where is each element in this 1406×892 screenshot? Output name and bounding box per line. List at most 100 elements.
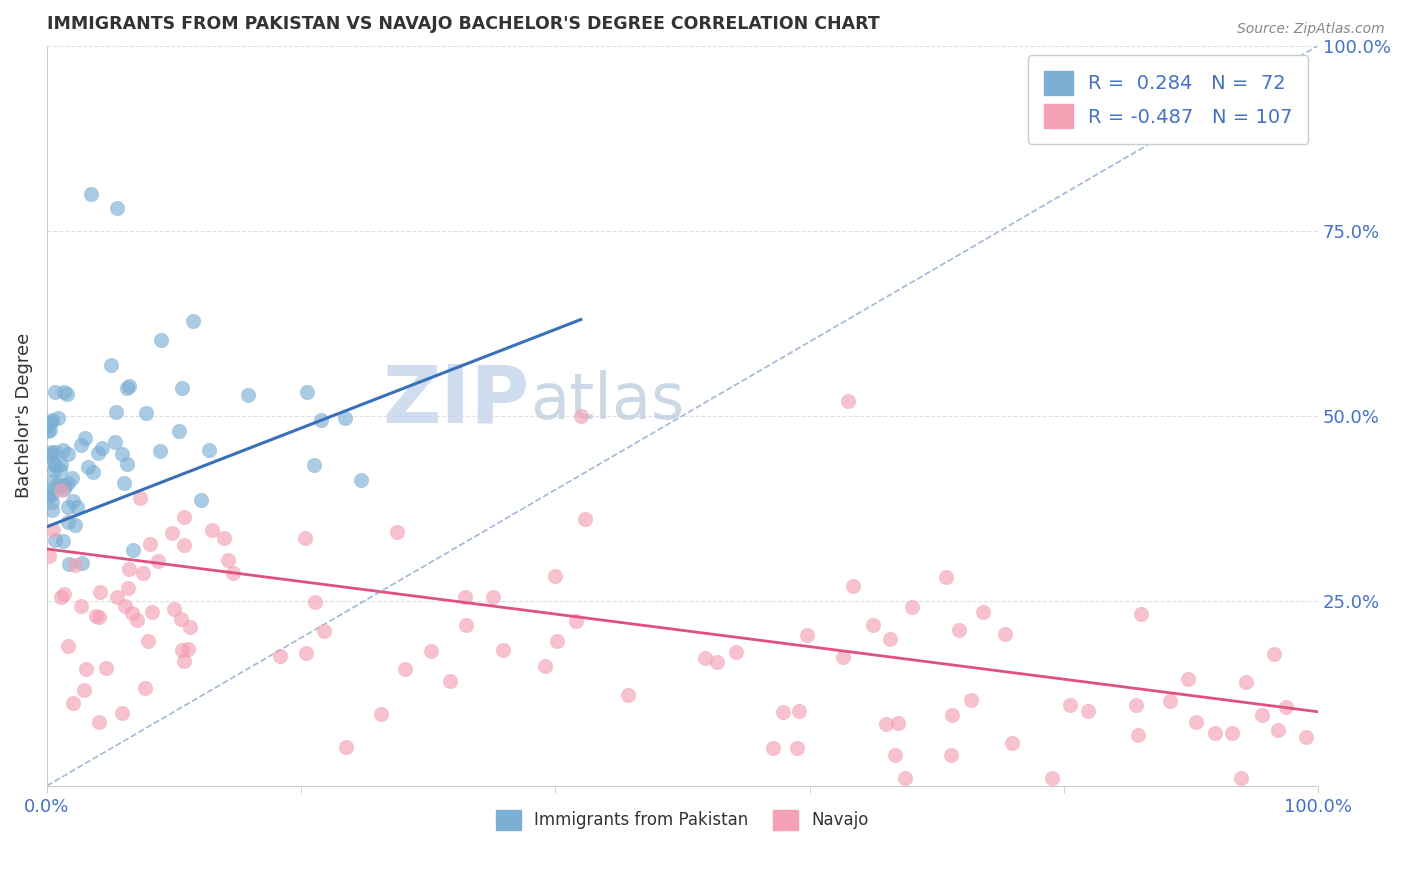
Point	[49, 483, 72, 497]
Point	[762, 740, 785, 755]
Point	[70, 556, 93, 570]
Point	[105, 202, 128, 216]
Point	[125, 613, 148, 627]
Point	[370, 707, 392, 722]
Point	[173, 510, 195, 524]
Point	[42, 524, 65, 538]
Point	[1251, 707, 1274, 722]
Point	[972, 605, 994, 619]
Point	[51, 533, 73, 548]
Point	[104, 434, 127, 449]
Point	[163, 601, 186, 615]
Point	[39, 488, 62, 502]
Legend: Immigrants from Pakistan, Navajo: Immigrants from Pakistan, Navajo	[489, 803, 876, 837]
Point	[37, 488, 59, 502]
Point	[454, 618, 477, 632]
Point	[837, 393, 859, 408]
Point	[173, 538, 195, 552]
Point	[173, 654, 195, 668]
Point	[492, 643, 515, 657]
Point	[1220, 726, 1243, 740]
Point	[884, 748, 907, 763]
Point	[394, 662, 416, 676]
Point	[37, 449, 59, 463]
Point	[1263, 647, 1285, 661]
Point	[454, 590, 477, 604]
Point	[543, 569, 565, 583]
Point	[900, 600, 922, 615]
Point	[118, 561, 141, 575]
Point	[41, 474, 63, 488]
Point	[66, 500, 89, 514]
Point	[172, 643, 194, 657]
Text: ZIP: ZIP	[382, 362, 530, 440]
Point	[893, 772, 915, 786]
Point	[190, 492, 212, 507]
Point	[46, 410, 69, 425]
Point	[62, 494, 84, 508]
Point	[100, 358, 122, 372]
Point	[149, 334, 172, 348]
Point	[49, 478, 72, 492]
Point	[217, 553, 239, 567]
Point	[56, 475, 79, 490]
Point	[37, 424, 59, 438]
Point	[935, 569, 957, 583]
Point	[118, 378, 141, 392]
Point	[335, 740, 357, 755]
Point	[309, 413, 332, 427]
Point	[132, 566, 155, 580]
Point	[304, 595, 326, 609]
Point	[295, 385, 318, 400]
Point	[139, 537, 162, 551]
Point	[49, 590, 72, 604]
Point	[94, 661, 117, 675]
Point	[1234, 674, 1257, 689]
Point	[104, 405, 127, 419]
Point	[887, 715, 910, 730]
Point	[1128, 729, 1150, 743]
Point	[875, 717, 897, 731]
Point	[141, 605, 163, 619]
Point	[941, 707, 963, 722]
Point	[350, 474, 373, 488]
Point	[49, 463, 72, 477]
Point	[135, 406, 157, 420]
Point	[385, 524, 408, 539]
Point	[52, 443, 75, 458]
Point	[879, 632, 901, 647]
Point	[60, 471, 83, 485]
Point	[170, 381, 193, 395]
Point	[212, 531, 235, 545]
Point	[44, 533, 66, 547]
Point	[58, 500, 80, 515]
Point	[38, 483, 60, 497]
Point	[44, 458, 66, 473]
Point	[53, 587, 76, 601]
Y-axis label: Bachelor's Degree: Bachelor's Degree	[15, 333, 32, 499]
Point	[65, 558, 87, 573]
Point	[1295, 731, 1317, 745]
Point	[53, 477, 76, 491]
Point	[52, 482, 75, 496]
Point	[796, 628, 818, 642]
Point	[39, 447, 62, 461]
Point	[294, 646, 316, 660]
Point	[117, 581, 139, 595]
Point	[75, 662, 97, 676]
Point	[149, 443, 172, 458]
Point	[41, 413, 63, 427]
Point	[37, 418, 59, 433]
Point	[56, 515, 79, 529]
Point	[169, 424, 191, 438]
Point	[170, 612, 193, 626]
Point	[725, 645, 748, 659]
Point	[1059, 698, 1081, 713]
Point	[304, 458, 326, 472]
Point	[238, 388, 260, 402]
Point	[616, 688, 638, 702]
Point	[44, 458, 66, 472]
Point	[574, 512, 596, 526]
Point	[269, 648, 291, 663]
Point	[533, 659, 555, 673]
